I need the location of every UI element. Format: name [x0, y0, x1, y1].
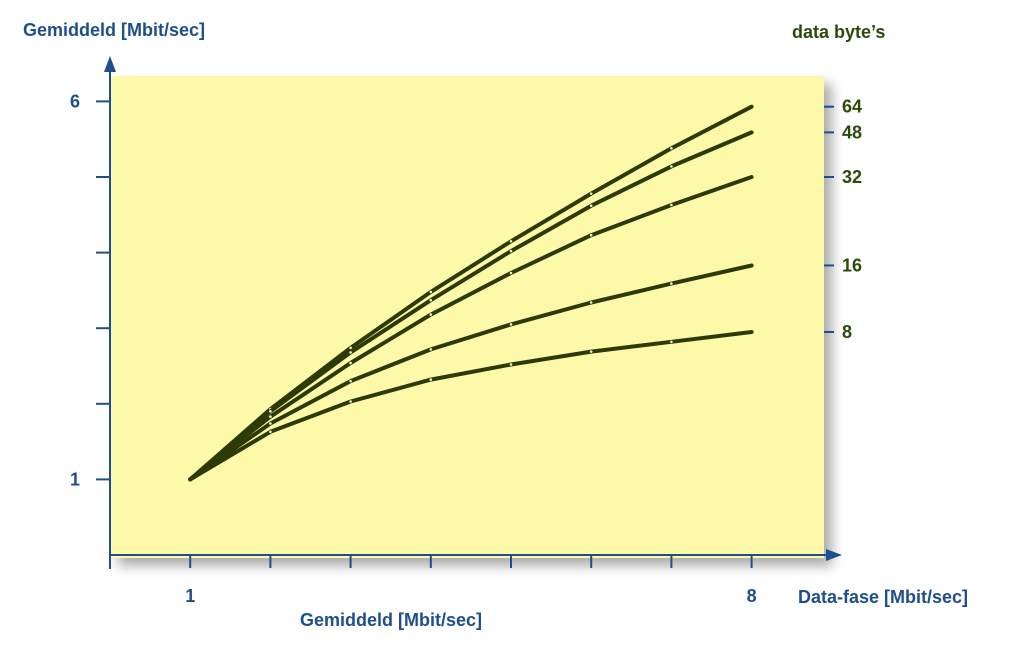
y-tick-label: 6 — [70, 91, 80, 111]
data-point — [509, 239, 513, 243]
data-point — [589, 192, 593, 195]
data-point — [429, 290, 433, 294]
series-label-64: 64 — [842, 97, 862, 117]
data-point — [589, 350, 593, 353]
data-point — [429, 378, 433, 381]
data-point — [670, 203, 673, 207]
data-point — [349, 379, 352, 383]
series-line-8 — [188, 330, 754, 482]
series-line-64 — [188, 104, 754, 482]
data-point — [269, 410, 272, 413]
data-point — [269, 430, 272, 434]
x-axis-title: Data-fase [Mbit/sec] — [798, 587, 968, 607]
series-line-32 — [188, 175, 754, 482]
series-lines — [188, 104, 754, 482]
data-point — [269, 422, 272, 425]
y-axis-arrow — [104, 56, 116, 72]
right-axis-title: data byte’s — [792, 22, 885, 42]
series-label-32: 32 — [842, 167, 862, 187]
series-line-48 — [188, 130, 754, 482]
plot-area — [110, 76, 824, 558]
series-label-8: 8 — [842, 322, 852, 342]
data-point — [429, 348, 433, 351]
series-label-48: 48 — [842, 122, 862, 142]
data-point — [670, 282, 673, 285]
y-tick-label: 1 — [70, 469, 80, 489]
series-line-16 — [188, 263, 754, 482]
data-point — [670, 146, 673, 150]
data-point — [349, 361, 352, 365]
data-point — [349, 351, 352, 354]
data-point — [429, 313, 433, 316]
series-label-16: 16 — [842, 255, 862, 275]
data-point — [589, 301, 593, 304]
data-point — [509, 363, 513, 366]
data-point — [429, 298, 433, 302]
data-point — [509, 249, 513, 253]
data-point — [670, 165, 673, 168]
data-point — [589, 233, 593, 237]
x-axis-subtitle: Gemiddeld [Mbit/sec] — [300, 610, 482, 630]
data-point — [509, 323, 513, 326]
data-point — [670, 340, 673, 344]
data-point — [509, 271, 513, 275]
x-axis-arrow — [826, 549, 842, 561]
x-tick-label: 8 — [747, 586, 757, 606]
axes — [96, 56, 842, 569]
y-axis-title: Gemiddeld [Mbit/sec] — [23, 20, 205, 40]
x-tick-label: 1 — [185, 586, 195, 606]
data-point — [589, 204, 593, 208]
data-point — [349, 400, 352, 403]
data-point — [349, 346, 352, 350]
data-point — [269, 415, 272, 418]
